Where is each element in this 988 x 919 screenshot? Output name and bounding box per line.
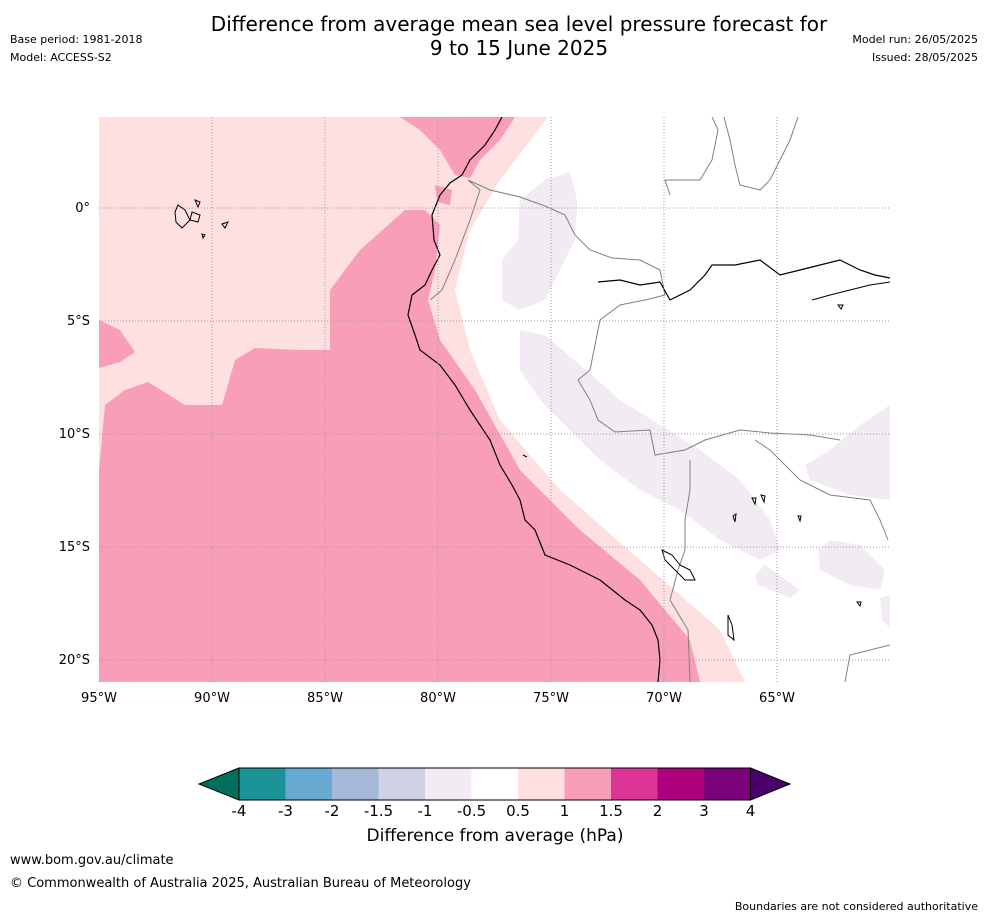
colorbar-tick: 1 [560, 802, 570, 820]
footer-disclaimer: Boundaries are not considered authoritat… [734, 900, 978, 913]
lat-label-0: 0° [75, 201, 90, 216]
colorbar-tick: -2 [325, 802, 340, 820]
colorbar-tick: 4 [746, 802, 756, 820]
lon-label-80w: 80°W [420, 691, 456, 706]
colorbar-label: Difference from average (hPa) [366, 826, 624, 846]
lat-label-20s: 20°S [59, 653, 90, 668]
footer-copyright: © Commonwealth of Australia 2025, Austra… [10, 876, 471, 891]
lat-label-15s: 15°S [59, 540, 90, 555]
colorbar-tick: 2 [653, 802, 663, 820]
colorbar-extend-max [750, 767, 792, 801]
base-period: Base period: 1981-2018 [10, 33, 143, 46]
colorbar-tick: -1.5 [364, 802, 393, 820]
anomaly-region-lavender-5 [755, 565, 800, 598]
graticule [99, 117, 890, 682]
lat-label-10s: 10°S [59, 427, 90, 442]
lake-titicaca [661, 549, 696, 581]
anomaly-region-pink-coast [435, 185, 452, 205]
colorbar-tick: 0.5 [506, 802, 530, 820]
country-borders [429, 117, 890, 682]
anomaly-region-lavender-1 [502, 172, 577, 310]
colorbar-swatch [704, 768, 751, 800]
colorbar-swatch [518, 768, 565, 800]
lon-label-65w: 65°W [759, 691, 795, 706]
colorbar-swatch [564, 768, 611, 800]
colorbar-tick: -0.5 [457, 802, 486, 820]
meta-left: Base period: 1981-2018 Model: ACCESS-S2 [10, 33, 142, 65]
anomaly-region-lavender-6 [880, 595, 890, 628]
colorbar-swatch [657, 768, 704, 800]
issued-date: Issued: 28/05/2025 [871, 51, 978, 64]
colorbar-swatch [332, 768, 379, 800]
colorbar-swatch [378, 768, 425, 800]
anomaly-region-lavender-4 [818, 540, 885, 590]
anomaly-region-pink [99, 210, 700, 682]
meta-right: Model run: 26/05/2025 Issued: 28/05/2025 [852, 33, 978, 65]
anomaly-region-pink-west [99, 320, 135, 368]
anomaly-region-lavender-2 [520, 330, 780, 560]
galapagos-islands [174, 199, 229, 240]
colorbar-tick: 3 [699, 802, 709, 820]
lake-poopo [727, 614, 735, 642]
colorbar-extend-min [197, 767, 240, 801]
inland-lakes [522, 304, 862, 608]
colorbar-outline [238, 767, 751, 801]
colorbar-swatch [285, 768, 332, 800]
lon-label-75w: 75°W [533, 691, 569, 706]
colorbar-swatch [611, 768, 658, 800]
footer-url: www.bom.gov.au/climate [10, 853, 174, 868]
anomaly-region-lavender-3 [805, 405, 890, 500]
model-run: Model run: 26/05/2025 [852, 33, 978, 46]
model-name: Model: ACCESS-S2 [10, 51, 112, 64]
colorbar-swatch [239, 768, 286, 800]
colorbar-tick: -4 [232, 802, 247, 820]
lat-label-5s: 5°S [67, 314, 90, 329]
coastline-amazon-south [811, 281, 890, 301]
title-line-2: 9 to 15 June 2025 [429, 36, 609, 60]
colorbar-tick: 1.5 [599, 802, 623, 820]
lon-label-85w: 85°W [307, 691, 343, 706]
colorbar-tick: -3 [278, 802, 293, 820]
colorbar-swatch [471, 768, 518, 800]
colorbar-swatch [425, 768, 472, 800]
lon-label-70w: 70°W [646, 691, 682, 706]
anomaly-region-pink-north [400, 117, 515, 178]
lon-label-95w: 95°W [81, 691, 117, 706]
colorbar-tick: -1 [418, 802, 433, 820]
title-line-1: Difference from average mean sea level p… [210, 12, 828, 36]
coastline-pacific [407, 117, 661, 682]
coastline-amazon [597, 259, 890, 301]
lon-label-90w: 90°W [194, 691, 230, 706]
chart-title: Difference from average mean sea level p… [150, 12, 888, 60]
